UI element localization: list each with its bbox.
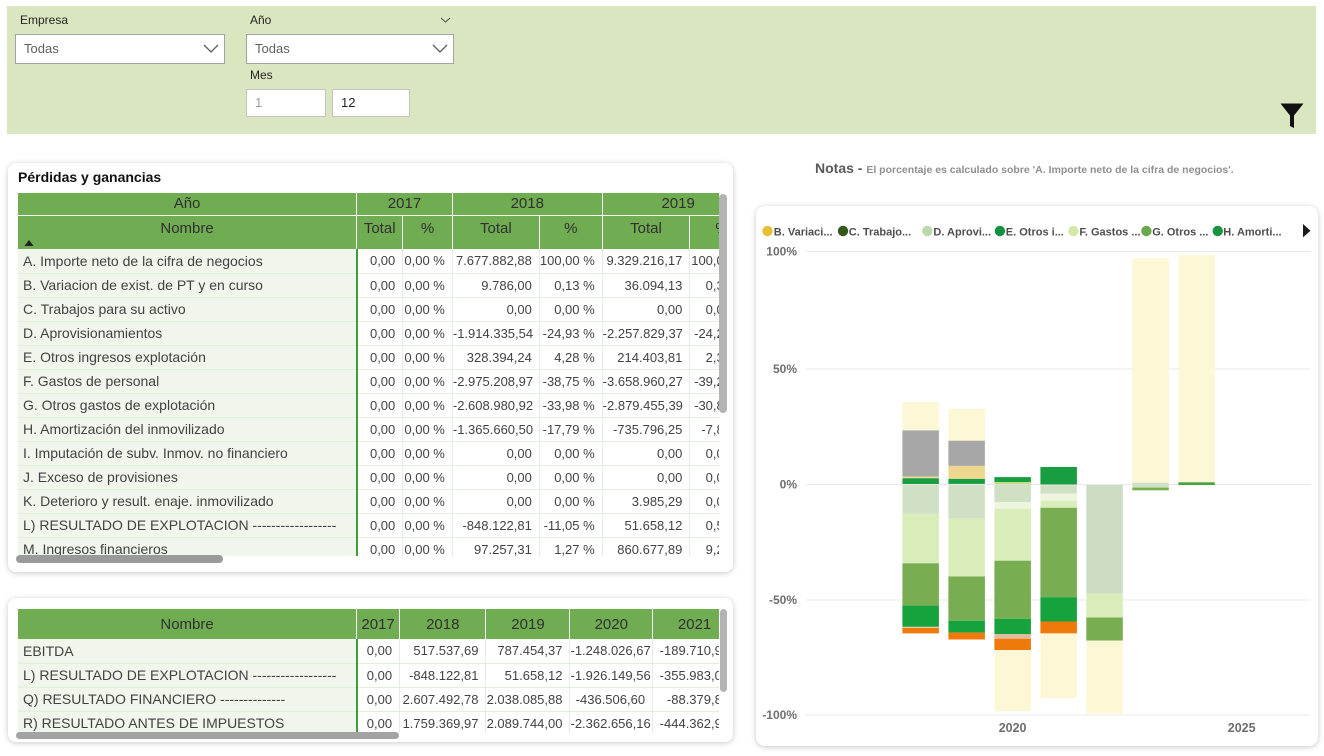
svg-text:-100%: -100% <box>762 708 797 722</box>
svg-text:2020: 2020 <box>999 721 1027 735</box>
svg-text:D. Aprovi...: D. Aprovi... <box>933 227 991 239</box>
svg-text:100%: 100% <box>766 245 797 259</box>
svg-text:-50%: -50% <box>769 593 797 607</box>
svg-text:H. Amorti...: H. Amorti... <box>1223 227 1281 239</box>
svg-text:B. Variaci...: B. Variaci... <box>774 227 833 239</box>
svg-text:G. Otros ...: G. Otros ... <box>1152 227 1208 239</box>
svg-text:E. Otros i...: E. Otros i... <box>1006 227 1064 239</box>
svg-text:2025: 2025 <box>1228 721 1256 735</box>
svg-text:C. Trabajo...: C. Trabajo... <box>849 227 911 239</box>
svg-text:F. Gastos ...: F. Gastos ... <box>1079 227 1140 239</box>
svg-text:50%: 50% <box>773 362 797 376</box>
svg-text:0%: 0% <box>780 478 798 492</box>
